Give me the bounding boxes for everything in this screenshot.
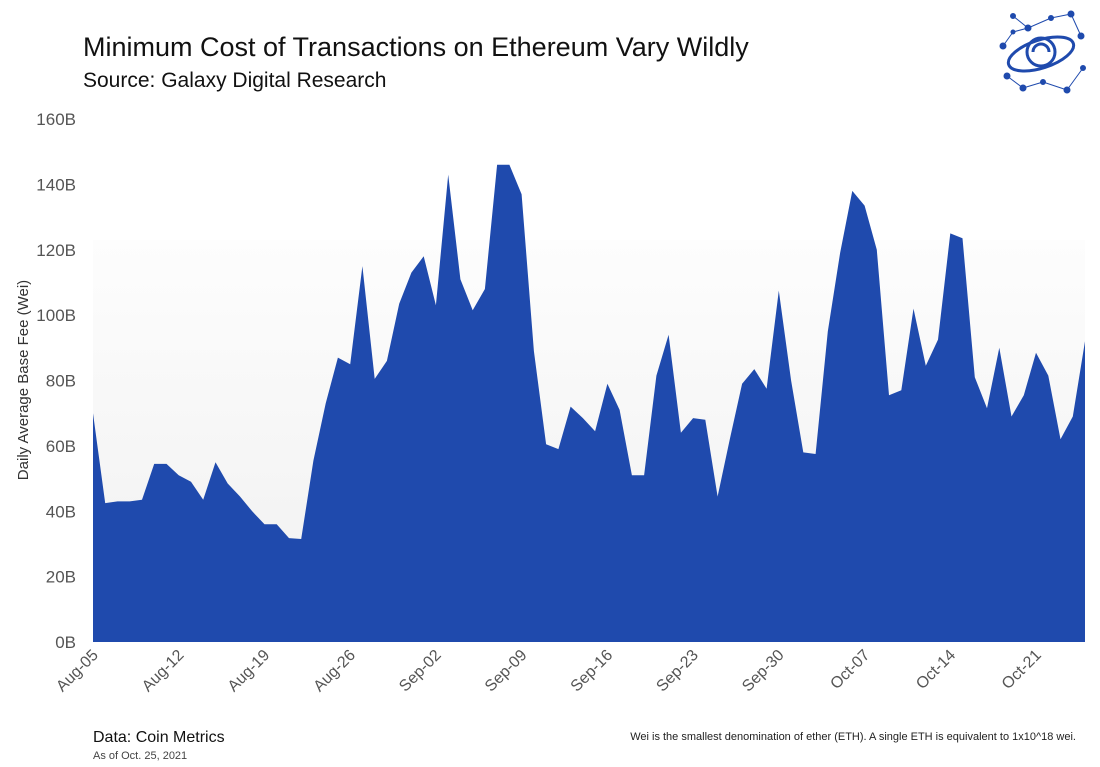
- data-source: Data: Coin Metrics: [93, 729, 225, 746]
- chart-title: Minimum Cost of Transactions on Ethereum…: [83, 32, 749, 62]
- y-tick-label: 40B: [46, 502, 76, 521]
- chart-subtitle: Source: Galaxy Digital Research: [83, 69, 387, 92]
- footnote: Wei is the smallest denomination of ethe…: [630, 731, 1076, 743]
- x-tick-label: Sep-30: [739, 647, 788, 696]
- y-tick-label: 100B: [36, 306, 76, 325]
- x-tick-label: Sep-16: [568, 647, 617, 696]
- x-tick-label: Aug-26: [311, 647, 360, 696]
- y-tick-label: 140B: [36, 175, 76, 194]
- x-tick-label: Oct-14: [913, 647, 959, 693]
- x-tick-label: Oct-21: [999, 647, 1045, 693]
- y-tick-label: 120B: [36, 241, 76, 260]
- galaxy-logo-icon: [999, 10, 1086, 94]
- y-tick-label: 0B: [55, 633, 76, 652]
- y-tick-label: 160B: [36, 110, 76, 129]
- x-tick-label: Sep-23: [653, 647, 702, 696]
- x-tick-label: Aug-12: [139, 647, 188, 696]
- x-tick-label: Oct-07: [827, 647, 873, 693]
- y-axis-label: Daily Average Base Fee (Wei): [15, 280, 32, 480]
- y-tick-label: 80B: [46, 372, 76, 391]
- x-tick-label: Aug-05: [53, 647, 102, 696]
- y-tick-label: 20B: [46, 568, 76, 587]
- x-tick-label: Aug-19: [225, 647, 274, 696]
- as-of-date: As of Oct. 25, 2021: [93, 750, 188, 762]
- y-tick-label: 60B: [46, 437, 76, 456]
- x-tick-label: Sep-09: [482, 647, 531, 696]
- area-series: [93, 164, 1085, 643]
- x-tick-label: Sep-02: [396, 647, 445, 696]
